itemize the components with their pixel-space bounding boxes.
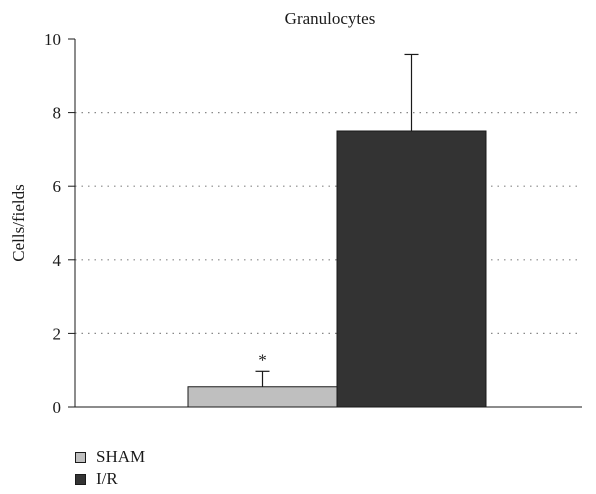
chart-title: Granulocytes [285, 9, 376, 28]
y-tick-label: 4 [53, 251, 62, 270]
y-tick-label: 8 [53, 104, 62, 123]
legend-item-ir: I/R [75, 468, 145, 490]
y-tick-label: 0 [53, 398, 62, 417]
legend-swatch-sham [75, 451, 86, 463]
y-axis-label: Cells/fields [9, 184, 28, 261]
legend: SHAM I/R [75, 446, 145, 490]
axes: 0 2 4 6 8 10 [44, 30, 582, 417]
bars: * [187, 53, 487, 408]
y-tick-label: 2 [53, 324, 62, 343]
bar-0 [187, 386, 338, 408]
legend-label-ir: I/R [96, 469, 118, 488]
y-tick-label: 10 [44, 30, 61, 49]
legend-label-sham: SHAM [96, 447, 146, 466]
y-tick-label: 6 [53, 177, 62, 196]
significance-marker: * [258, 350, 267, 369]
bar-1 [336, 130, 487, 408]
legend-item-sham: SHAM [75, 446, 145, 468]
gridlines [75, 111, 582, 334]
legend-swatch-ir [75, 473, 86, 485]
